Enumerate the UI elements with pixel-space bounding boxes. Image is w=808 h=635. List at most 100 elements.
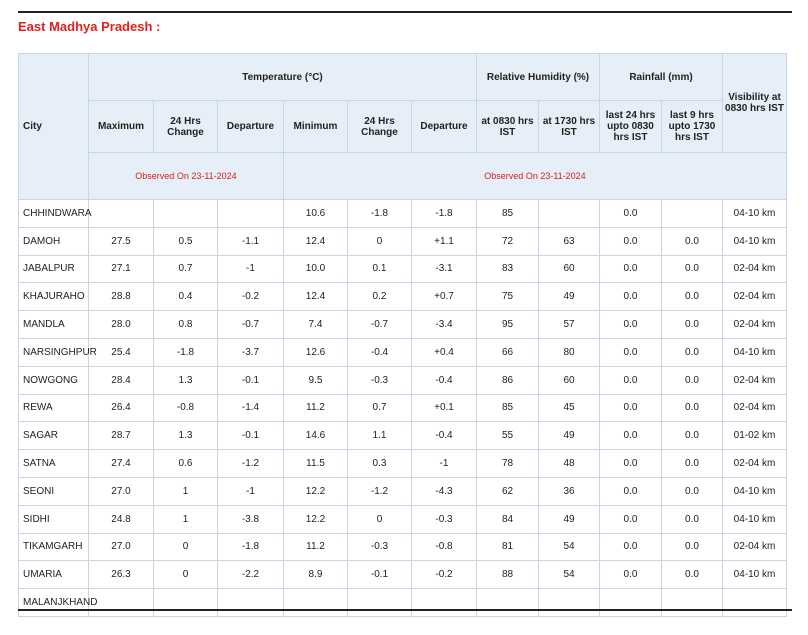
table-row: TIKAMGARH 27.0 0 -1.8 11.2 -0.3 -0.8 81 54 0.0 0.0… xyxy=(18,532,787,562)
city-cell: SEONI xyxy=(18,476,89,506)
data-cell xyxy=(538,588,600,617)
data-cell: -0.2 xyxy=(217,282,284,312)
data-cell xyxy=(661,199,723,228)
data-cell: -1.8 xyxy=(217,532,284,562)
data-cell: 26.3 xyxy=(88,560,154,590)
data-cell: 0.0 xyxy=(599,254,662,284)
data-cell: 01-02 km xyxy=(722,421,787,451)
city-cell: NOWGONG xyxy=(18,365,89,395)
data-cell: 49 xyxy=(538,421,600,451)
header-cell: 24 Hrs Change xyxy=(153,100,218,153)
data-cell: 1.3 xyxy=(153,365,218,395)
data-cell: -1.8 xyxy=(411,199,477,228)
data-cell: 88 xyxy=(476,560,539,590)
data-cell: -1.8 xyxy=(153,337,218,367)
data-cell: -0.7 xyxy=(347,310,412,339)
city-cell: JABALPUR xyxy=(18,254,89,284)
city-cell: MALANJKHAND xyxy=(18,588,97,617)
data-cell: 1 xyxy=(153,476,218,506)
data-cell: -3.8 xyxy=(217,504,284,534)
city-cell: KHAJURAHO xyxy=(18,282,89,312)
header-cell: 24 Hrs Change xyxy=(347,100,412,153)
data-cell: 36 xyxy=(538,476,600,506)
data-cell: -0.4 xyxy=(347,337,412,367)
data-cell: 27.1 xyxy=(88,254,154,284)
data-cell: 85 xyxy=(476,199,539,228)
data-cell: 04-10 km xyxy=(722,226,787,256)
data-cell: 75 xyxy=(476,282,539,312)
data-cell: 0.0 xyxy=(599,449,662,478)
data-cell: 04-10 km xyxy=(722,199,787,228)
data-cell: 1.3 xyxy=(153,421,218,451)
data-cell: 8.9 xyxy=(283,560,348,590)
data-cell: -0.1 xyxy=(347,560,412,590)
data-cell: 02-04 km xyxy=(722,532,787,562)
data-cell: 04-10 km xyxy=(722,476,787,506)
data-cell: 0.8 xyxy=(153,310,218,339)
data-cell: -0.8 xyxy=(153,393,218,423)
table-row: SIDHI 24.8 1 -3.8 12.2 0 -0.3 84 49 0.0 0.0 04-10 k… xyxy=(18,504,787,534)
data-cell: 10.6 xyxy=(283,199,348,228)
data-cell: 0.0 xyxy=(599,310,662,339)
data-cell: 95 xyxy=(476,310,539,339)
data-cell: 24.8 xyxy=(88,504,154,534)
data-cell: 28.4 xyxy=(88,365,154,395)
data-cell: 72 xyxy=(476,226,539,256)
data-cell: 02-04 km xyxy=(722,310,787,339)
data-cell: 7.4 xyxy=(283,310,348,339)
data-cell: 0 xyxy=(347,226,412,256)
data-cell: 0.4 xyxy=(153,282,218,312)
data-cell: 66 xyxy=(476,337,539,367)
data-cell: 26.4 xyxy=(88,393,154,423)
table-row: SEONI 27.0 1 -1 12.2 -1.2 -4.3 62 36 0.0 0.0 04-10 … xyxy=(18,476,787,506)
data-cell: -1.2 xyxy=(347,476,412,506)
data-cell: 0.0 xyxy=(661,532,723,562)
data-cell xyxy=(722,588,787,617)
data-cell: 1 xyxy=(153,504,218,534)
header-cell: Visibility at 0830 hrs IST xyxy=(722,53,787,153)
data-cell: 0.0 xyxy=(599,282,662,312)
data-cell: -3.7 xyxy=(217,337,284,367)
data-cell: 84 xyxy=(476,504,539,534)
table-row: DAMOH 27.5 0.5 -1.1 12.4 0 +1.1 72 63 0.0 0.0 04-10… xyxy=(18,226,787,256)
city-cell: UMARIA xyxy=(18,560,89,590)
city-cell: SATNA xyxy=(18,449,89,478)
data-cell: 0.0 xyxy=(661,282,723,312)
data-cell: -3.1 xyxy=(411,254,477,284)
data-cell: 27.5 xyxy=(88,226,154,256)
city-cell: TIKAMGARH xyxy=(18,532,89,562)
header-cell: last 24 hrs upto 0830 hrs IST xyxy=(599,100,662,153)
data-cell xyxy=(153,588,218,617)
data-cell: 0.0 xyxy=(661,504,723,534)
data-cell: 0.2 xyxy=(347,282,412,312)
data-cell xyxy=(599,588,662,617)
data-cell xyxy=(283,588,348,617)
top-rule xyxy=(18,11,792,13)
data-cell: 0.0 xyxy=(599,226,662,256)
data-cell: 12.2 xyxy=(283,504,348,534)
data-cell: 49 xyxy=(538,282,600,312)
data-cell: 54 xyxy=(538,532,600,562)
table-row: NOWGONG 28.4 1.3 -0.1 9.5 -0.3 -0.4 86 60 0.0 0.0 0… xyxy=(18,365,787,395)
data-cell: 78 xyxy=(476,449,539,478)
table-row: SATNA 27.4 0.6 -1.2 11.5 0.3 -1 78 48 0.0 0.0 02-04… xyxy=(18,449,787,478)
data-cell xyxy=(347,588,412,617)
data-cell: 02-04 km xyxy=(722,449,787,478)
data-cell: 0.0 xyxy=(599,421,662,451)
data-cell: 0.0 xyxy=(661,310,723,339)
data-cell: 27.0 xyxy=(88,532,154,562)
data-cell: 0.0 xyxy=(661,449,723,478)
data-cell xyxy=(476,588,539,617)
data-cell: -1.1 xyxy=(217,226,284,256)
data-cell: 57 xyxy=(538,310,600,339)
data-cell: 45 xyxy=(538,393,600,423)
data-cell xyxy=(88,588,154,617)
header-cell: City xyxy=(18,53,89,200)
data-cell xyxy=(153,199,218,228)
data-cell: 28.7 xyxy=(88,421,154,451)
data-cell xyxy=(217,588,284,617)
data-cell: +0.7 xyxy=(411,282,477,312)
data-cell: 81 xyxy=(476,532,539,562)
data-cell xyxy=(411,588,477,617)
